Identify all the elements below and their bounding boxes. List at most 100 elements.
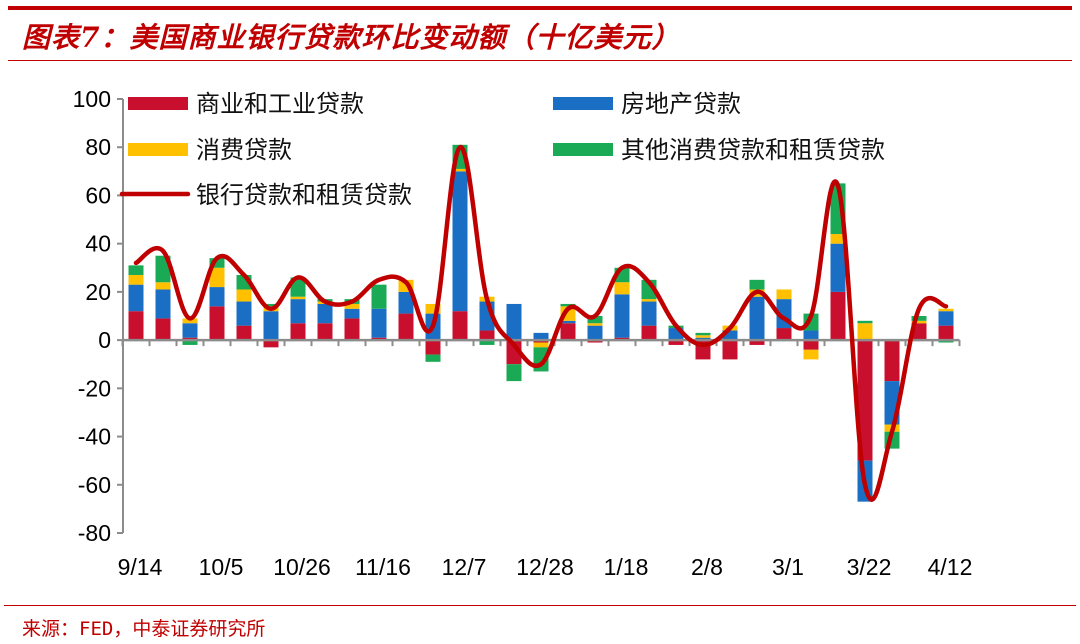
y-tick-label: 0 [98,327,111,353]
bar-segment [209,306,225,341]
legend-label: 银行贷款和租赁贷款 [196,181,412,209]
bar-segment [128,275,144,285]
bar-segment [857,323,873,341]
bar-segment [452,168,468,172]
bar-segment [533,342,549,348]
bar-segment [776,289,792,300]
legend-label: 消费贷款 [196,136,292,164]
bar-segment [371,284,387,309]
bar-segment [317,323,333,341]
x-tick-label: 9/14 [118,554,163,580]
top-accent-bar [8,6,1072,10]
x-tick-label: 11/16 [355,554,411,580]
bar-segment [479,330,495,341]
bar-segment [803,340,819,350]
bar-segment [398,313,414,341]
total-line-series [133,144,949,502]
bar-segment [479,340,495,345]
x-tick-label: 10/26 [273,554,331,580]
bar-segment [155,289,171,319]
bar-segment [128,265,144,276]
bar-segment [290,323,306,341]
x-tick-label: 1/18 [604,554,649,580]
bar-segment [695,335,711,338]
bar-segment [128,284,144,312]
y-tick-label: 100 [73,86,111,112]
x-tick-label: 4/12 [928,554,973,580]
bar-segment [263,340,279,348]
bar-segment [209,267,225,288]
bar-segment [398,291,414,314]
bar-segment [290,299,306,324]
bar-segment [182,318,198,324]
y-tick-label: 60 [85,182,111,208]
bar-segment [587,325,603,341]
bar-segment [506,303,522,341]
y-axis: 100 80 60 40 20 0 -20 -40 -60 -80 [73,86,124,546]
stacked-bar-chart: 100 80 60 40 20 0 -20 -40 -60 -80 9/14 10/5 10/26 11… [73,86,973,580]
bar-segment [614,294,630,338]
bar-segment [155,282,171,290]
bar-segment [344,303,360,309]
bar-segment [776,328,792,341]
bar-segment [938,308,954,312]
x-axis: 9/14 10/5 10/26 11/16 12/7 12/28 1/18 2/8 3/1 3/2… [118,338,973,580]
bar-segment [128,311,144,341]
bar-segment [425,354,441,362]
legend-item: 其他消费贷款和租赁贷款 [553,136,885,164]
bar-segment [668,340,684,345]
bar-segment [749,279,765,290]
bar-segment [182,340,198,345]
chart-title: 图表7：美国商业银行贷款环比变动额（十亿美元） [22,21,681,54]
bar-segment [587,316,603,324]
bar-segment [803,349,819,360]
bar-segment [560,303,576,307]
bar-segment [344,308,360,319]
bar-segment [641,301,657,326]
bar-segment [425,303,441,314]
title-divider [8,60,1072,61]
bar-segment [344,318,360,341]
y-tick-label: 80 [85,134,111,160]
bar-segment [263,303,279,307]
bar-segment [641,325,657,341]
y-tick-label: -40 [78,424,111,450]
bar-segment [560,320,576,324]
x-tick-label: 12/28 [516,554,574,580]
legend-item: 商业和工业贷款 [128,90,364,118]
bar-segment [911,320,927,324]
footer-divider [4,605,1076,606]
source-note: 来源：FED，中泰证券研究所 [22,618,266,640]
bar-segment [236,301,252,326]
bar-segment [182,323,198,338]
y-tick-label: 20 [85,279,111,305]
x-tick-label: 3/1 [772,554,804,580]
bar-segment [803,330,819,341]
legend-item: 房地产贷款 [553,90,741,118]
y-tick-label: -20 [78,375,111,401]
bar-segment [641,299,657,302]
bar-segment [749,296,765,341]
bar-segment [290,296,306,300]
bar-segment [884,340,900,382]
x-tick-label: 10/5 [199,554,244,580]
legend-item: 消费贷款 [128,136,292,164]
bar-segment [830,291,846,341]
bar-segment [830,243,846,292]
bar-series [128,144,954,502]
legend-label: 商业和工业贷款 [196,90,364,118]
bar-segment [911,316,927,321]
legend-swatch [128,97,188,110]
bar-segment [317,303,333,324]
bar-segment [749,340,765,345]
bar-segment [425,340,441,355]
bar-segment [857,320,873,324]
bar-segment [938,311,954,326]
legend-swatch [553,97,613,110]
bar-segment [371,308,387,338]
x-tick-label: 2/8 [691,554,723,580]
y-tick-label: 40 [85,231,111,257]
bar-segment [263,311,279,341]
bar-segment [506,364,522,382]
